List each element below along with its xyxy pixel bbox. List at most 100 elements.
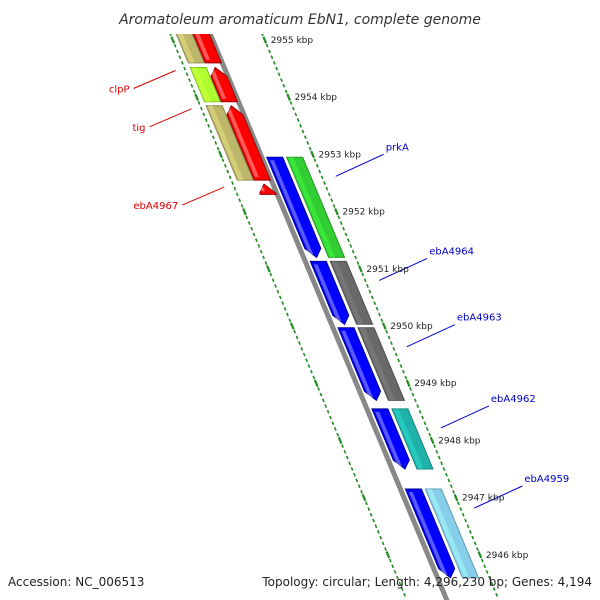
minor-tick [332,203,336,208]
cog-band-highlight [288,157,336,258]
minor-tick [373,301,377,306]
tick-label: 2954 kbp [295,93,338,103]
minor-tick [361,272,365,277]
minor-tick [492,587,496,592]
major-tick [266,265,271,273]
minor-tick [315,163,319,168]
minor-tick [471,535,475,540]
tick-label: 2949 kbp [414,379,457,389]
minor-tick [353,472,356,477]
minor-tick [421,415,424,420]
minor-tick [306,141,310,145]
minor-tick [326,409,330,414]
minor-tick [370,295,374,300]
outer-tick-ring [155,0,407,597]
minor-tick [183,66,187,71]
major-tick [313,379,319,387]
minor-tick [485,570,489,574]
minor-tick [318,169,322,174]
minor-tick [440,461,444,466]
gene-arrow-highlight [341,330,374,398]
inner-tick-ring [247,0,499,597]
minor-tick [254,238,258,243]
minor-tick [275,66,279,71]
minor-tick [413,398,417,403]
minor-tick [331,421,335,426]
major-tick [334,207,339,216]
minor-tick [367,507,371,511]
tick-label: 2950 kbp [390,322,433,332]
minor-tick [264,261,268,265]
minor-tick [378,312,381,317]
minor-tick [428,432,432,437]
minor-tick [298,341,301,346]
minor-tick [461,512,465,517]
major-tick [429,436,435,445]
minor-tick [309,369,313,374]
minor-tick [339,221,343,225]
cog-band-highlight [426,489,469,578]
minor-tick [341,444,344,449]
minor-tick [466,524,470,529]
major-tick [405,379,411,387]
gene-arrow-tig [226,105,272,181]
minor-tick [350,467,354,471]
minor-tick [375,306,379,311]
minor-tick [288,318,292,323]
minor-tick [490,581,494,586]
minor-tick [376,530,380,534]
minor-tick [321,398,325,403]
minor-tick [259,249,263,254]
minor-tick [330,198,334,203]
minor-tick [270,55,274,60]
major-tick [262,36,268,44]
minor-tick [433,444,436,449]
minor-tick [185,72,189,77]
major-tick [170,36,176,44]
minor-tick [262,255,265,260]
gene-arrow-highlight [259,187,265,192]
tick-label: 2948 kbp [438,436,481,446]
minor-tick [323,181,326,185]
minor-tick [176,49,179,54]
minor-tick [200,106,203,111]
minor-tick [283,306,287,311]
minor-tick [280,78,283,82]
minor-tick [284,89,288,94]
minor-tick [468,530,472,534]
minor-tick [278,295,282,300]
minor-tick [404,375,408,380]
minor-tick [296,118,300,122]
cog-band-highlight [207,105,244,181]
tick-label: 2946 kbp [486,551,529,561]
minor-tick [418,409,422,414]
minor-tick [476,547,479,551]
minor-tick [223,163,227,168]
backbone-track [193,0,450,600]
minor-tick [400,587,404,592]
minor-tick [207,123,210,128]
minor-tick [233,186,237,191]
minor-tick [345,455,349,460]
minor-tick [391,564,395,569]
gene-arrow-highlight [210,70,227,99]
minor-tick [343,449,347,454]
major-tick [453,493,459,502]
minor-tick [495,592,499,597]
tick-label: 2951 kbp [366,265,409,275]
major-tick [289,322,295,330]
minor-tick [308,146,312,151]
minor-tick [293,329,297,334]
major-tick [194,93,199,101]
gene-arrow-highlight [408,492,448,575]
major-tick [337,436,343,445]
minor-tick [336,432,340,437]
backbone-line [193,0,450,600]
minor-tick [325,186,329,191]
minor-tick [216,146,220,151]
major-tick [477,551,483,559]
major-tick [381,322,387,330]
minor-tick [380,318,384,323]
accession-text: Accession: NC_006513 [8,575,145,589]
